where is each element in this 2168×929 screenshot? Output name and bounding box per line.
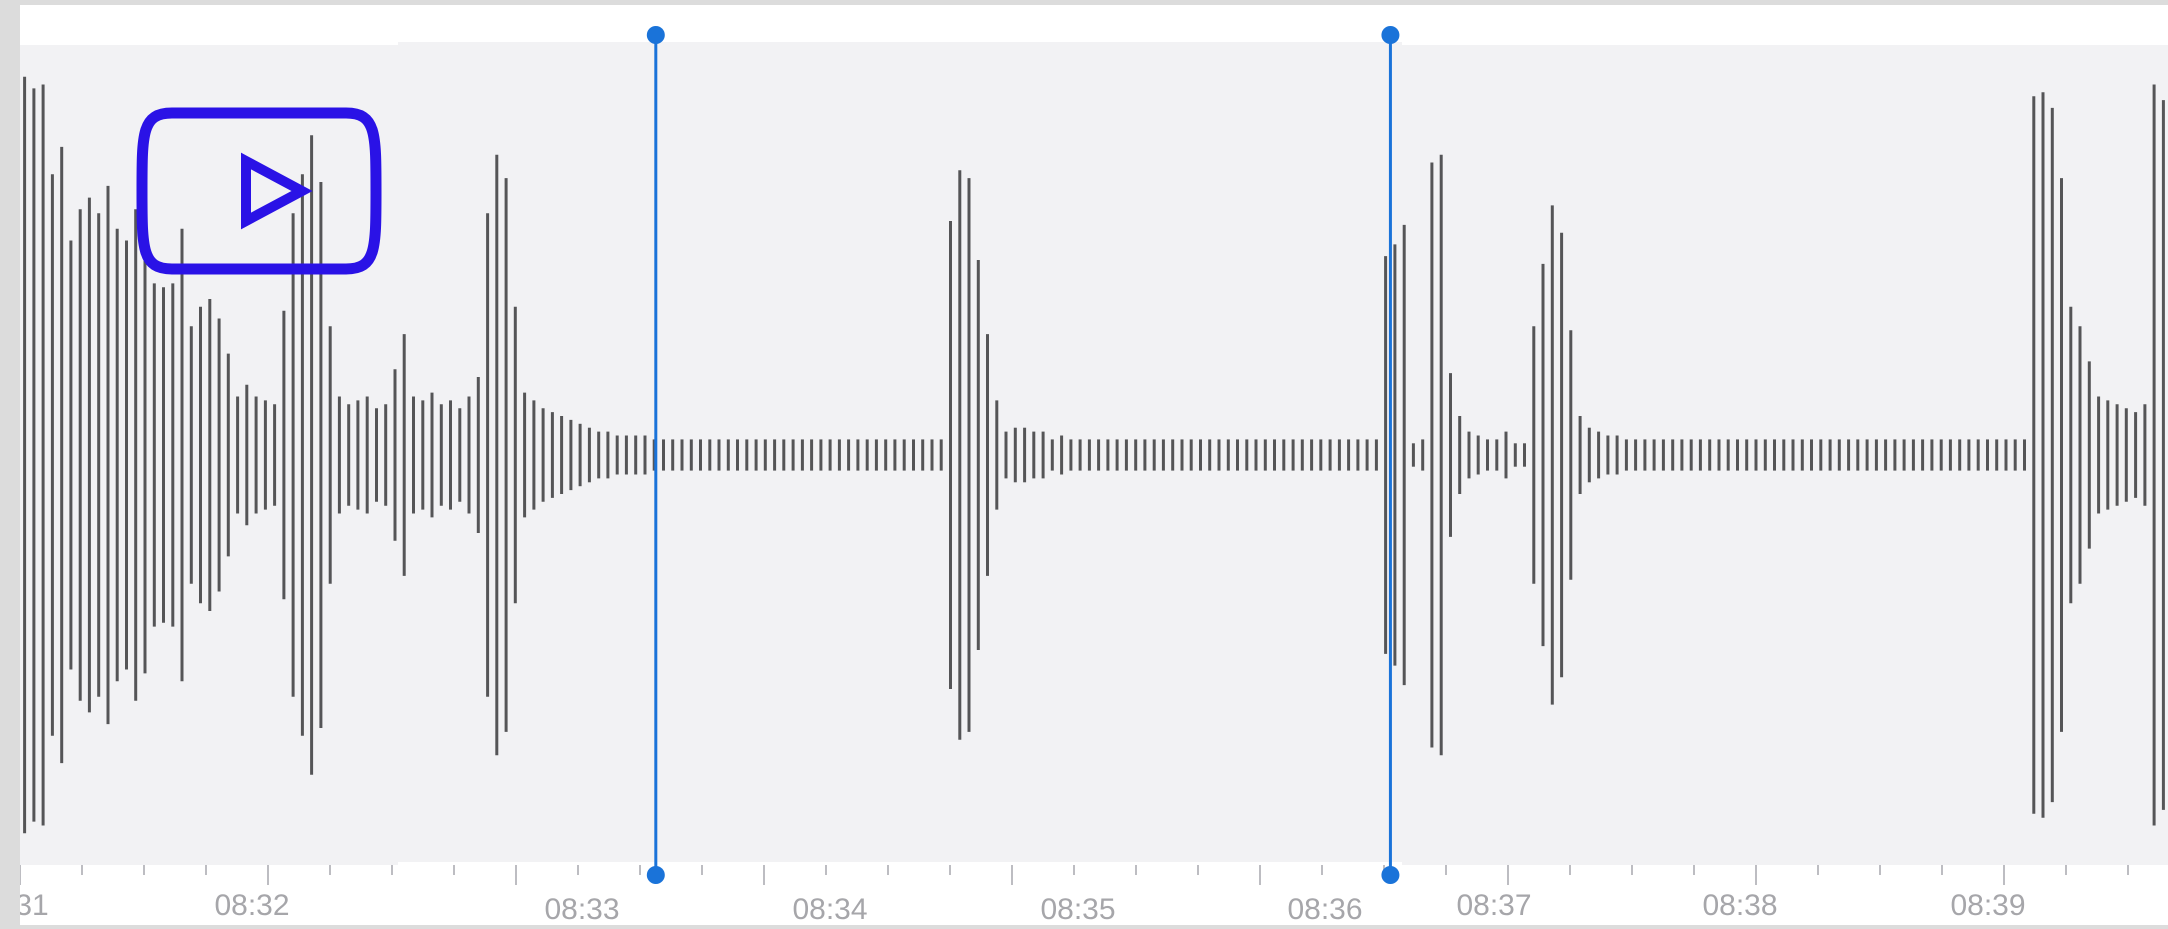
time-label: 08:38 <box>1702 889 1778 922</box>
selection-handle-bottom[interactable] <box>1381 866 1400 884</box>
waveform-bars <box>23 76 2165 834</box>
selection-handle-top[interactable] <box>1381 26 1400 44</box>
time-label: 08:35 <box>1040 893 1116 925</box>
time-label: 08:37 <box>1456 889 1532 922</box>
time-label: 08:34 <box>792 893 868 925</box>
time-label: 08:39 <box>1950 889 2026 922</box>
time-label: 31 <box>20 889 49 922</box>
time-label: 08:36 <box>1287 893 1363 925</box>
selection-start-handle[interactable] <box>646 26 665 884</box>
selection-layer[interactable] <box>646 26 1400 884</box>
selection-handle-top[interactable] <box>646 26 665 44</box>
waveform-panel <box>398 42 1402 862</box>
time-label: 08:32 <box>214 889 290 922</box>
selection-end-handle[interactable] <box>1381 26 1400 884</box>
selection-handle-bottom[interactable] <box>646 866 665 884</box>
waveform-graph[interactable] <box>20 5 2168 925</box>
timeline-ticks <box>20 865 2129 885</box>
youtube-play-icon[interactable] <box>134 103 384 279</box>
waveform-editor[interactable]: 31 08:32 08:33 08:34 08:35 08:36 08:37 0… <box>20 5 2168 925</box>
time-label: 08:33 <box>544 893 620 925</box>
